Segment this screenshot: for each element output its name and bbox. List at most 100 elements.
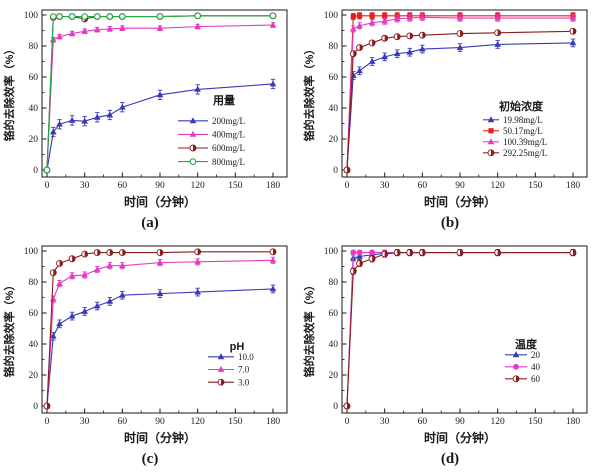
marker-triangle	[49, 332, 57, 339]
y-tick-label: 40	[329, 340, 339, 350]
x-tick-label: 60	[418, 181, 428, 191]
marker-half-circle-fill	[397, 33, 401, 40]
chart-panel-b: 0 30 60 90 120 150 180 0 20 40 60 80 100 时间（分钟） 铬的去除效率…	[300, 0, 600, 236]
y-axis-label: 铬的去除效率（%）	[302, 280, 316, 378]
marker-triangle	[381, 53, 388, 60]
x-tick-label: 90	[155, 181, 165, 191]
marker-circle	[369, 249, 376, 256]
marker-triangle	[194, 85, 201, 92]
legend-title: 初始浓度	[499, 99, 544, 113]
marker-triangle	[189, 130, 197, 137]
series-40	[344, 249, 576, 409]
marker-triangle	[368, 19, 376, 26]
y-tick-label: 80	[329, 42, 339, 52]
x-tick-label: 0	[345, 181, 350, 191]
x-tick-label: 30	[380, 181, 390, 191]
y-tick-label: 0	[333, 402, 338, 412]
marker-half-circle-fill	[460, 30, 463, 37]
axes: 0 30 60 90 120 150 180 0 20 40 60 80 100	[324, 245, 588, 427]
y-tick-label: 100	[24, 247, 39, 257]
marker-open-circle	[189, 158, 197, 165]
series-3.0	[43, 248, 277, 410]
y-tick-label: 0	[333, 166, 338, 176]
axes: 0 30 60 90 120 150 180 0 20 40 60 80 100	[24, 245, 288, 427]
legend-label: 60	[531, 374, 541, 384]
marker-half-circle-fill	[353, 268, 357, 275]
marker-triangle	[269, 285, 277, 292]
legend-label: 200mg/L	[212, 116, 245, 126]
x-tick-label: 0	[45, 417, 50, 427]
legend-label: 50.17mg/L	[503, 126, 543, 136]
marker-triangle	[456, 14, 464, 21]
marker-half-circle-fill	[491, 149, 494, 156]
legend-item: 7.0	[208, 365, 250, 375]
x-tick-label: 120	[191, 181, 206, 191]
marker-triangle	[194, 288, 201, 295]
marker-open-circle	[56, 13, 63, 20]
chart-panel-a: 0 30 60 90 120 150 180 0 20 40 60 80 100 时间（分钟） 铬的去除效率…	[0, 0, 300, 236]
marker-triangle	[194, 258, 201, 265]
y-axis-label: 铬的去除效率（%）	[2, 280, 16, 378]
chart-d: 0 30 60 90 120 150 180 0 20 40 60 80 100 时间（分钟） 铬的去除效率…	[302, 245, 588, 445]
marker-triangle	[269, 80, 277, 87]
x-axis-label: 时间（分钟）	[424, 430, 496, 445]
marker-triangle	[569, 14, 577, 21]
marker-open-circle	[156, 13, 164, 20]
x-tick-label: 120	[491, 417, 506, 427]
marker-half-circle-fill	[497, 29, 501, 36]
legend: 初始浓度 19.98mg/L50.17mg/L100.39mg/L292.25mg…	[483, 99, 547, 158]
legend-label: 40	[531, 362, 541, 372]
marker-triangle	[156, 24, 164, 31]
marker-triangle	[217, 365, 225, 372]
marker-triangle	[156, 290, 164, 297]
marker-triangle	[419, 13, 426, 20]
marker-triangle	[56, 320, 63, 327]
marker-triangle	[68, 272, 76, 279]
marker-square	[369, 13, 375, 19]
marker-triangle	[512, 351, 520, 358]
marker-square	[488, 128, 494, 134]
x-tick-label: 90	[455, 417, 465, 427]
y-tick-label: 60	[329, 309, 339, 319]
marker-triangle	[68, 116, 76, 123]
marker-half-circle-fill	[573, 249, 576, 256]
marker-open-circle	[68, 13, 76, 20]
x-tick-label: 150	[228, 181, 243, 191]
x-tick-label: 120	[491, 181, 506, 191]
legend-label: 292.25mg/L	[503, 148, 547, 158]
marker-triangle	[106, 25, 114, 32]
y-tick-label: 20	[329, 371, 339, 381]
x-tick-label: 30	[80, 181, 90, 191]
caption-a: (a)	[141, 215, 159, 231]
marker-triangle	[49, 295, 57, 302]
x-tick-label: 180	[266, 417, 281, 427]
series-800mg/L	[43, 12, 277, 174]
legend-label: 600mg/L	[212, 143, 245, 153]
y-tick-label: 20	[29, 135, 39, 145]
marker-half-circle-fill	[221, 379, 225, 386]
legend-item: 10.0	[208, 352, 254, 362]
marker-half-circle-fill	[372, 255, 376, 262]
y-tick-label: 60	[29, 309, 39, 319]
x-tick-label: 150	[228, 417, 243, 427]
legend-item: 600mg/L	[178, 143, 245, 153]
caption-c: (c)	[141, 451, 159, 467]
marker-triangle	[93, 26, 101, 33]
legend-label: 10.0	[238, 352, 254, 362]
x-axis-label: 时间（分钟）	[124, 194, 196, 209]
series-20	[343, 248, 577, 409]
marker-triangle	[393, 50, 401, 57]
caption-b: (b)	[440, 215, 460, 231]
y-tick-label: 20	[329, 135, 339, 145]
y-tick-label: 40	[29, 340, 39, 350]
x-tick-label: 120	[191, 417, 206, 427]
series-400mg/L	[43, 21, 277, 173]
marker-triangle	[217, 353, 225, 360]
y-tick-label: 0	[33, 402, 38, 412]
legend-title: 用量	[213, 94, 235, 107]
marker-triangle	[93, 113, 101, 120]
y-tick-label: 20	[29, 371, 39, 381]
legend-item: 400mg/L	[178, 130, 245, 140]
series-60	[343, 248, 577, 410]
